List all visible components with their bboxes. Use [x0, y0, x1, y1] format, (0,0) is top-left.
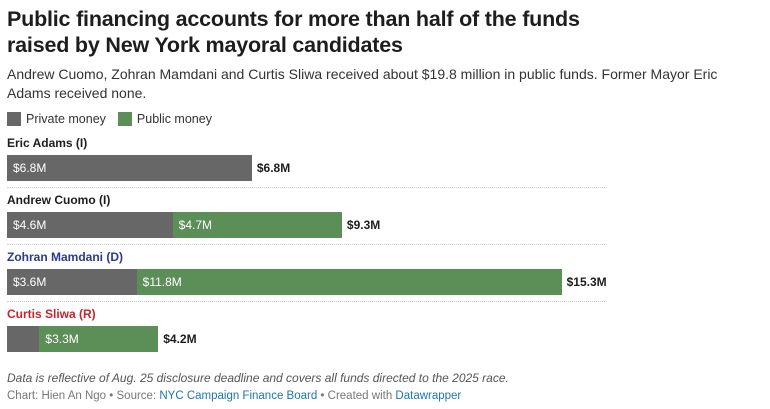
segment-value-label: $11.8M [142, 275, 182, 289]
credit-author: Chart: Hien An Ngo [7, 390, 107, 402]
total-value-label: $15.3M [566, 275, 607, 289]
bar-segment-private [7, 269, 137, 295]
legend-label: Private money [26, 112, 106, 126]
segment-value-label: $3.6M [13, 275, 47, 289]
legend: Private money Public money [7, 112, 763, 126]
row-label: Eric Adams (I) [7, 136, 88, 150]
legend-swatch-public [117, 112, 132, 126]
chart-credit: Chart: Hien An Ngo • Source: NYC Campaig… [7, 390, 461, 402]
source-link[interactable]: NYC Campaign Finance Board [159, 390, 318, 402]
chart-notes: Data is reflective of Aug. 25 disclosure… [7, 371, 509, 385]
row-label: Curtis Sliwa (R) [7, 307, 96, 321]
total-value-label: $4.2M [163, 332, 197, 346]
bar-segment-private [7, 155, 252, 181]
legend-label: Public money [136, 112, 212, 126]
created-prefix: Created with [327, 390, 396, 402]
bar-segment-private [7, 212, 173, 238]
segment-value-label: $3.3M [45, 332, 79, 346]
legend-item-public: Public money [117, 112, 212, 126]
total-value-label: $9.3M [346, 218, 381, 232]
row-divider [7, 187, 605, 188]
row-divider [7, 244, 605, 245]
chart-subtitle: Andrew Cuomo, Zohran Mamdani and Curtis … [7, 66, 718, 101]
row-label: Zohran Mamdani (D) [7, 250, 123, 264]
segment-value-label: $6.8M [13, 161, 47, 175]
bar-segment-private [7, 326, 40, 352]
separator: • [106, 390, 117, 402]
segment-value-label: $4.7M [178, 218, 213, 232]
row-divider [7, 301, 605, 302]
bar-segment-public [39, 326, 159, 352]
datawrapper-link[interactable]: Datawrapper [395, 390, 462, 402]
bar-segment-public [136, 269, 562, 295]
separator: • [317, 390, 328, 402]
chart-title: Public financing accounts for more than … [7, 7, 580, 57]
total-value-label: $6.8M [256, 161, 291, 175]
row-label: Andrew Cuomo (I) [7, 193, 111, 207]
segment-value-label: $4.6M [13, 218, 47, 232]
bar-chart: Eric Adams (I) $6.8M $6.8M Andrew Cuomo (I)… [0, 130, 770, 360]
source-prefix: Source: [116, 390, 160, 402]
legend-swatch-private [7, 112, 21, 126]
legend-item-private: Private money [7, 112, 106, 126]
bar-segment-public [172, 212, 342, 238]
